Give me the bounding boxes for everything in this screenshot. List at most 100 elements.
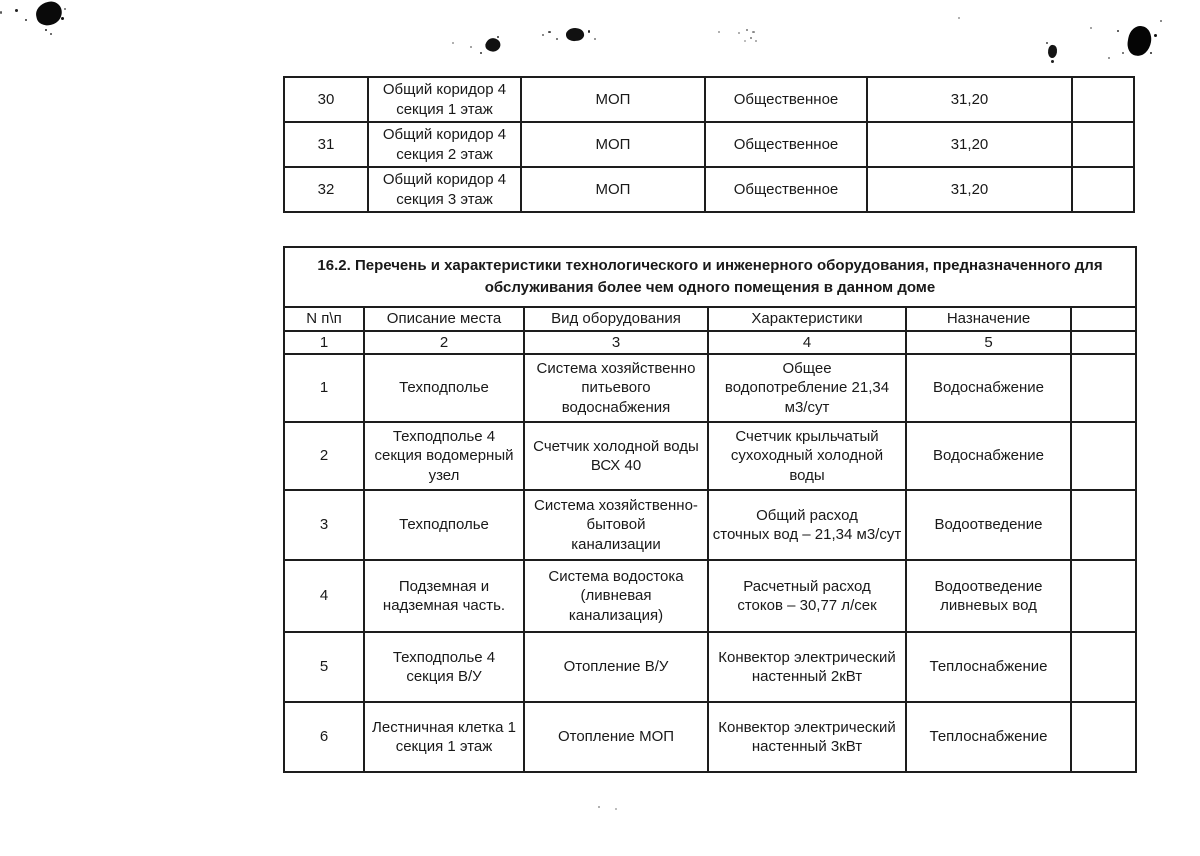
t1-category-cell: Общественное	[704, 76, 868, 123]
t1-place-cell: Общий коридор 4 секция 2 этаж	[367, 121, 522, 168]
table-row: 1 Техподполье Система хозяйственно питьево…	[283, 353, 1138, 423]
t2-purpose-cell: Водоснабжение	[905, 353, 1072, 423]
column-number-cell: 5	[905, 330, 1072, 355]
ink-speck	[1150, 52, 1152, 54]
t2-place-cell: Техподполье	[363, 353, 525, 423]
t1-num-cell: 32	[283, 166, 369, 213]
t2-num-cell: 5	[283, 631, 365, 703]
t1-kind-cell: МОП	[520, 121, 706, 168]
t2-place-cell: Техподполье 4 секция водомерный узел	[363, 421, 525, 491]
table-row: 30 Общий коридор 4 секция 1 этаж МОП Общест…	[283, 76, 1135, 123]
ink-speck	[0, 11, 2, 14]
t2-extra-cell	[1069, 701, 1138, 773]
t2-characteristics-cell: Счетчик крыльчатый сухоходный холодной в…	[707, 421, 907, 491]
ink-speck	[598, 806, 600, 808]
ink-speck	[1154, 34, 1157, 37]
column-header-cell: N п\п	[283, 306, 365, 332]
t1-num-cell: 31	[283, 121, 369, 168]
table-row: 2 Техподполье 4 секция водомерный узел Сче…	[283, 421, 1138, 491]
t1-category-cell: Общественное	[704, 166, 868, 213]
ink-speck	[1160, 20, 1162, 22]
column-header-cell: Описание места	[363, 306, 525, 332]
table-row: 3 Техподполье Система хозяйственно- бытово…	[283, 489, 1138, 561]
t2-num-cell: 3	[283, 489, 365, 561]
ink-speck	[497, 36, 499, 38]
t1-extra-cell	[1071, 166, 1135, 213]
ink-speck	[45, 29, 47, 31]
t2-equipment-cell: Счетчик холодной воды ВСХ 40	[523, 421, 709, 491]
ink-speck	[548, 31, 551, 33]
t2-purpose-cell: Водоотведение ливневых вод	[905, 559, 1072, 633]
ink-speck	[755, 40, 757, 42]
column-header-cell: Назначение	[905, 306, 1072, 332]
table-header-row: N п\п Описание места Вид оборудования Харак…	[283, 306, 1138, 332]
t2-characteristics-cell: Общее водопотребление 21,34 м3/сут	[707, 353, 907, 423]
t2-place-cell: Лестничная клетка 1 секция 1 этаж	[363, 701, 525, 773]
ink-speck	[452, 42, 454, 44]
table-title-row: 16.2. Перечень и характеристики технолог…	[282, 246, 1138, 308]
t2-extra-cell	[1069, 489, 1138, 561]
ink-speck	[752, 31, 755, 33]
ink-speck	[25, 19, 27, 21]
ink-speck	[746, 29, 748, 31]
ink-speck	[556, 38, 558, 40]
ink-blot	[33, 0, 65, 28]
ink-speck	[61, 17, 64, 20]
ink-speck	[1051, 60, 1054, 63]
ink-speck	[1122, 52, 1124, 54]
ink-speck	[1108, 57, 1110, 59]
ink-speck	[1117, 30, 1119, 32]
premises-table-body: 30 Общий коридор 4 секция 1 этаж МОП Общест…	[283, 76, 1135, 213]
ink-speck	[50, 33, 52, 35]
ink-speck	[615, 808, 617, 810]
column-header-cell: Характеристики	[707, 306, 907, 332]
ink-speck	[1046, 42, 1048, 44]
premises-table: 30 Общий коридор 4 секция 1 этаж МОП Общест…	[283, 76, 1135, 213]
ink-speck	[1090, 27, 1092, 29]
t2-equipment-cell: Отопление В/У	[523, 631, 709, 703]
table-row: 5 Техподполье 4 секция В/У Отопление В/У Ко…	[283, 631, 1138, 703]
ink-speck	[744, 40, 746, 42]
ink-speck	[958, 17, 960, 19]
t2-place-cell: Техподполье 4 секция В/У	[363, 631, 525, 703]
column-number-cell: 1	[283, 330, 365, 355]
t1-place-cell: Общий коридор 4 секция 3 этаж	[367, 166, 522, 213]
column-number-cell: 3	[523, 330, 709, 355]
t1-kind-cell: МОП	[520, 76, 706, 123]
column-number-cell: 4	[707, 330, 907, 355]
t2-equipment-cell: Система хозяйственно питьевого водоснабж…	[523, 353, 709, 423]
t2-equipment-cell: Система хозяйственно- бытовой канализаци…	[523, 489, 709, 561]
column-number-cell	[1069, 330, 1138, 355]
ink-speck	[718, 31, 720, 33]
t2-characteristics-cell: Общий расход сточных вод – 21,34 м3/сут	[707, 489, 907, 561]
column-header-cell: Вид оборудования	[523, 306, 709, 332]
ink-speck	[470, 46, 472, 48]
t2-extra-cell	[1069, 353, 1138, 423]
ink-speck	[738, 32, 740, 34]
t2-characteristics-cell: Конвектор электрический настенный 2кВт	[707, 631, 907, 703]
equipment-table: 16.2. Перечень и характеристики технолог…	[282, 246, 1138, 773]
t2-num-cell: 6	[283, 701, 365, 773]
ink-speck	[480, 52, 482, 54]
t2-purpose-cell: Водоснабжение	[905, 421, 1072, 491]
t1-kind-cell: МОП	[520, 166, 706, 213]
ink-blot	[1046, 44, 1059, 59]
column-header-cell	[1069, 306, 1138, 332]
t2-extra-cell	[1069, 631, 1138, 703]
t2-characteristics-cell: Расчетный расход стоков – 30,77 л/сек	[707, 559, 907, 633]
t2-equipment-cell: Система водостока (ливневая канализация)	[523, 559, 709, 633]
table-row: 31 Общий коридор 4 секция 2 этаж МОП Общест…	[283, 121, 1135, 168]
t1-area-cell: 31,20	[866, 76, 1073, 123]
ink-speck	[542, 34, 544, 36]
t2-equipment-cell: Отопление МОП	[523, 701, 709, 773]
t1-extra-cell	[1071, 121, 1135, 168]
t1-extra-cell	[1071, 76, 1135, 123]
t2-purpose-cell: Теплоснабжение	[905, 701, 1072, 773]
t2-purpose-cell: Теплоснабжение	[905, 631, 1072, 703]
t2-place-cell: Подземная и надземная часть.	[363, 559, 525, 633]
table-row: 6 Лестничная клетка 1 секция 1 этаж Отопле…	[283, 701, 1138, 773]
ink-speck	[588, 30, 590, 33]
t2-extra-cell	[1069, 559, 1138, 633]
